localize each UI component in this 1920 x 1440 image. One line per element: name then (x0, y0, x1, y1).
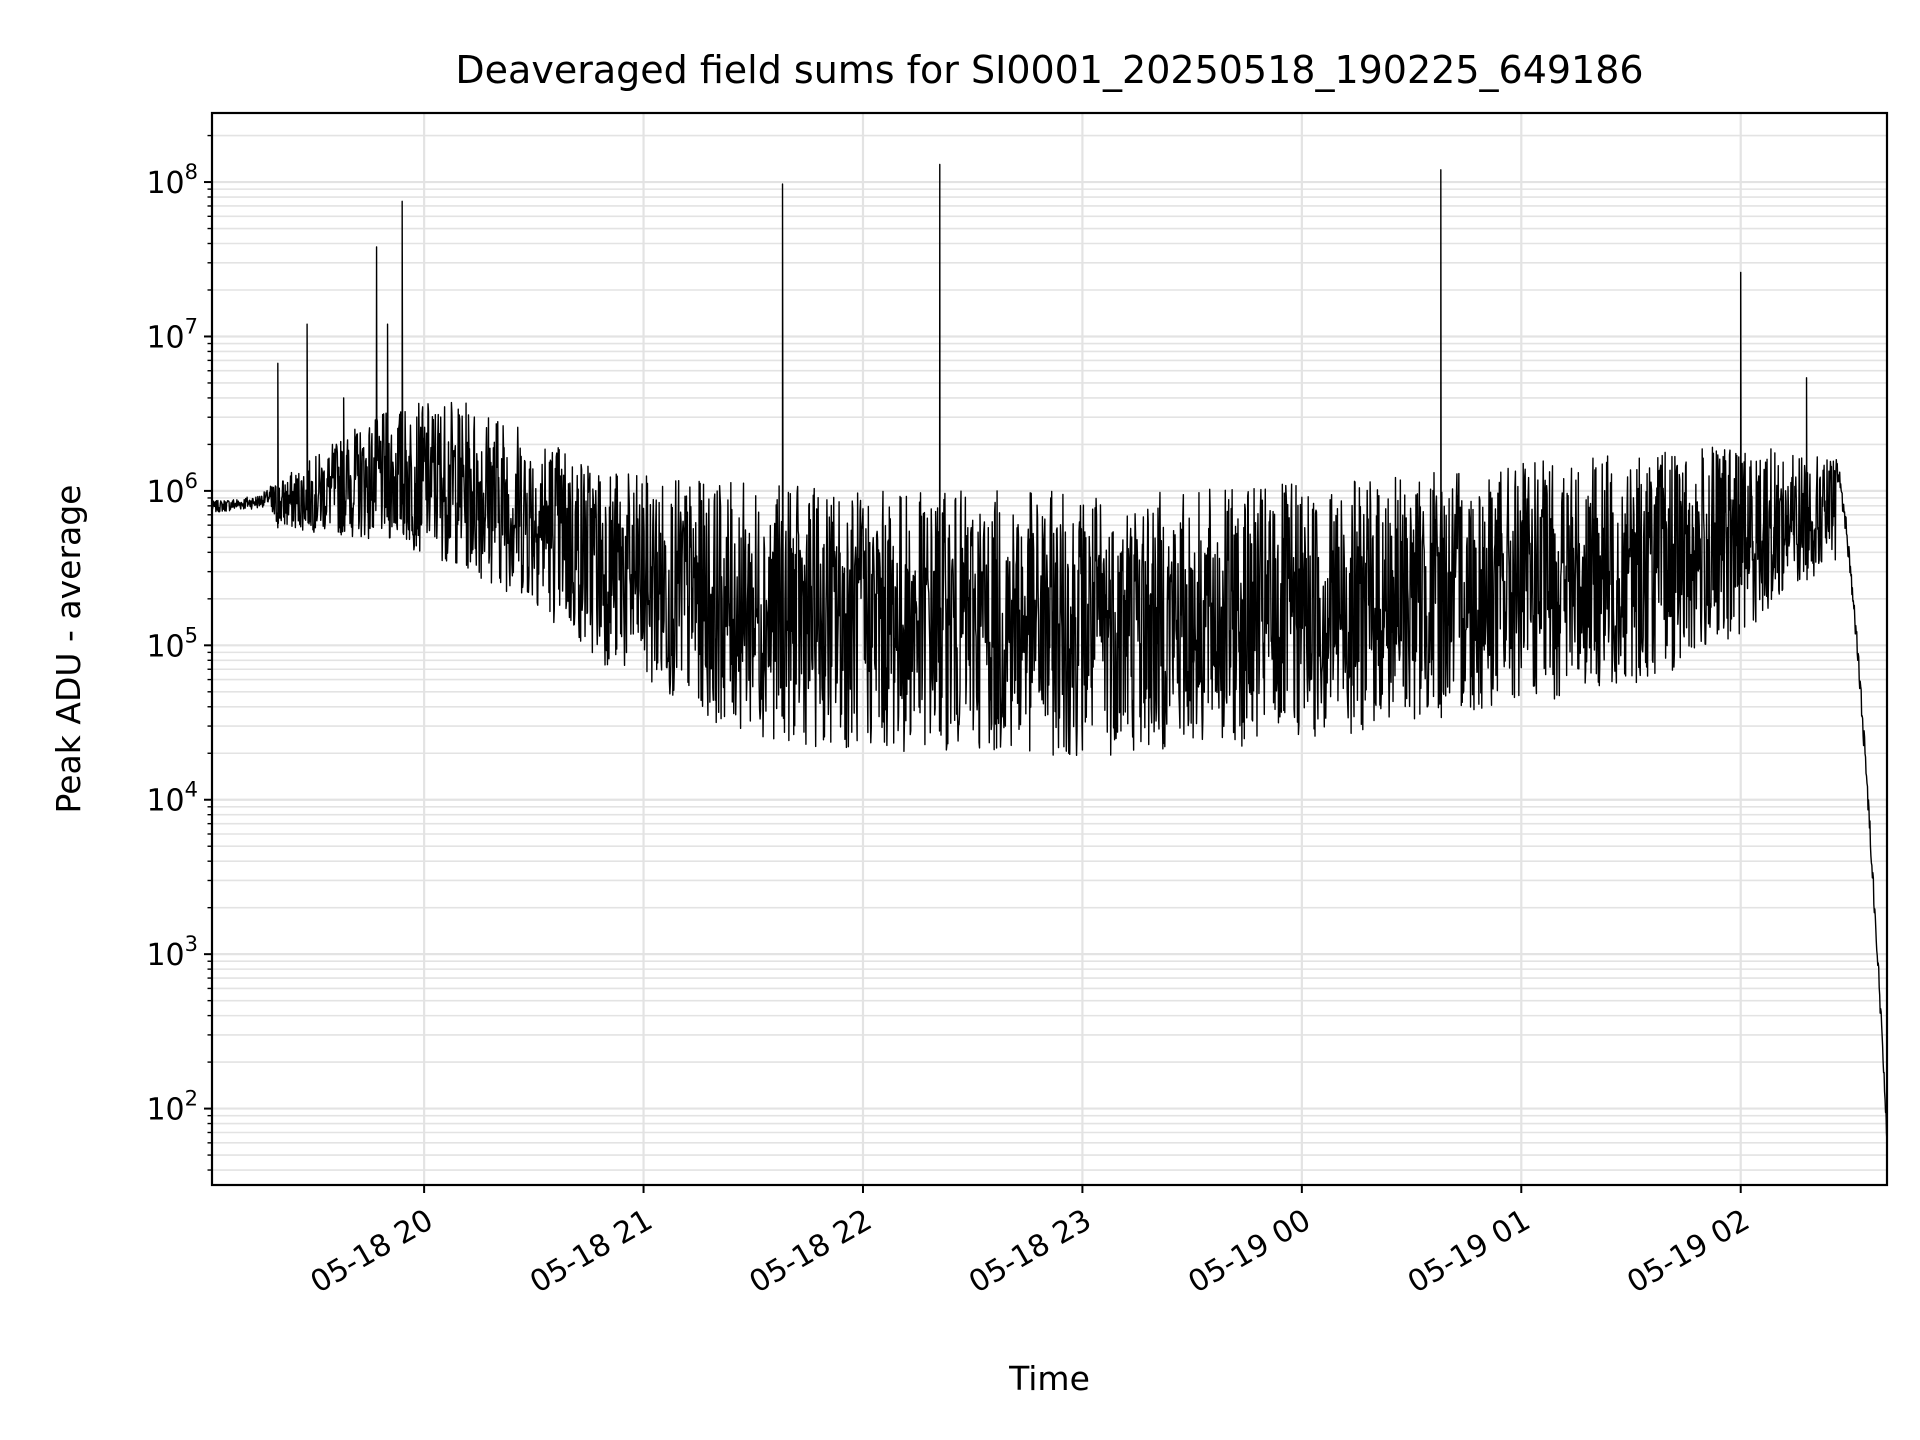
plot-frame (210, 111, 1889, 1187)
series-line (211, 163, 1888, 1143)
y-tick-label: 104 (146, 778, 198, 819)
x-axis-label: Time (1008, 1359, 1090, 1398)
y-tick-label: 108 (146, 160, 198, 201)
y-tick-label: 106 (146, 469, 198, 510)
y-tick-label: 107 (146, 314, 198, 355)
y-tick-label: 103 (146, 932, 198, 973)
y-tick-label: 105 (146, 623, 198, 664)
y-tick-label: 102 (146, 1087, 198, 1128)
chart-title: Deaveraged field sums for SI0001_2025051… (455, 48, 1643, 92)
y-axis-label: Peak ADU - average (49, 485, 88, 814)
series-layer (211, 163, 1888, 1143)
